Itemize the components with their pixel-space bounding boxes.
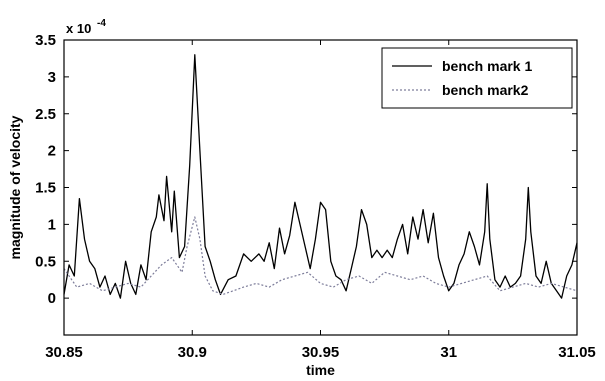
legend-box: [381, 47, 573, 109]
ticks-layer: 30.85 30.9 30.95 31 31.05 0 0.5 1 1.5 2 2.5 3 3.5: [35, 32, 596, 361]
legend-label-bench-mark-1: bench mark 1: [442, 58, 532, 74]
y-tick-label: 0: [48, 290, 56, 307]
scale-note: x 10: [66, 21, 91, 36]
y-tick-label: 3.5: [35, 32, 56, 49]
y-tick-label: 1.5: [35, 180, 56, 197]
series-line-bench-mark-1: [63, 54, 578, 299]
y-tick-label: 1: [48, 216, 56, 233]
y-tick-label: 0.5: [35, 253, 56, 270]
y-tick-label: 2.5: [35, 106, 56, 123]
series-line-bench-mark2: [63, 216, 578, 295]
y-tick-label: 3: [48, 69, 56, 86]
y-tick-label: 2: [48, 143, 56, 160]
legend: bench mark 1 bench mark2: [381, 47, 573, 109]
x-axis-label: time: [306, 362, 335, 378]
legend-label-bench-mark-2: bench mark2: [442, 82, 529, 98]
scale-note-exponent: -4: [97, 18, 106, 29]
x-tick-label: 31: [440, 344, 457, 361]
x-tick-label: 31.05: [558, 344, 596, 361]
series-layer: [63, 54, 578, 299]
x-tick-label: 30.9: [178, 344, 207, 361]
x-tick-label: 30.85: [45, 344, 83, 361]
y-axis-label: magnitude of velocity: [7, 115, 23, 259]
x-tick-label: 30.95: [302, 344, 340, 361]
